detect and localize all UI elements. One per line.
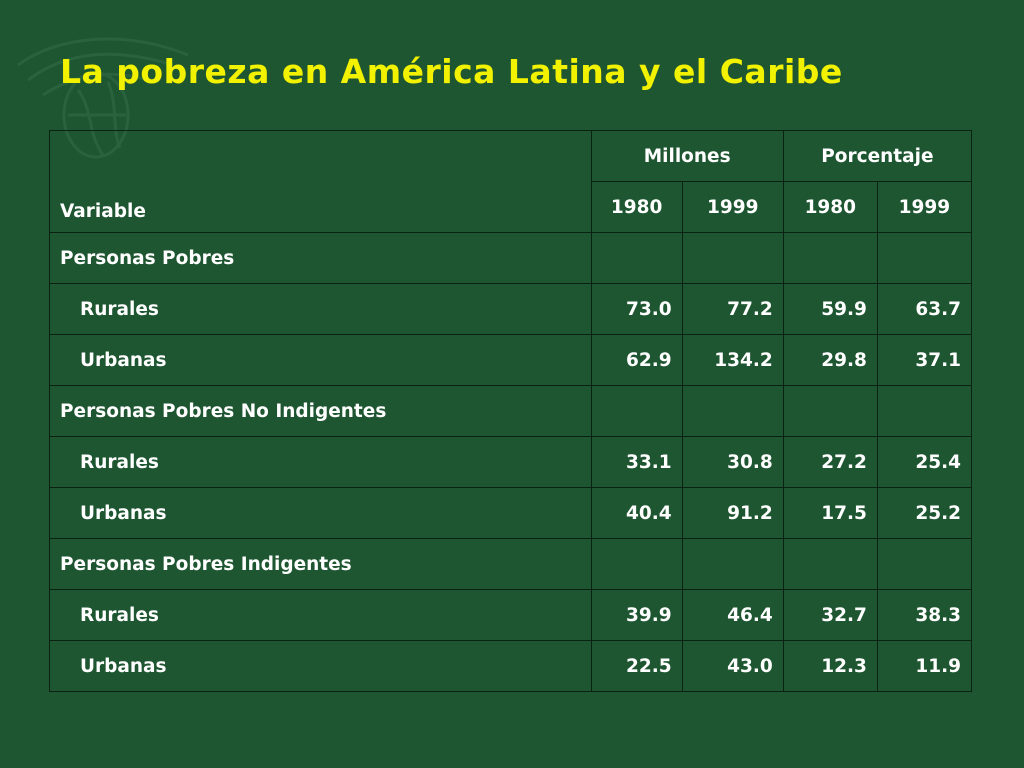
- header-year: 1999: [876, 181, 973, 233]
- table-row: Rurales 73.0 77.2 59.9 63.7: [49, 283, 973, 335]
- value-cell: [590, 232, 683, 284]
- header-row-groups: Variable Millones Porcentaje: [49, 130, 973, 233]
- value-cell: 38.3: [876, 589, 973, 641]
- slide-title: La pobreza en América Latina y el Caribe: [60, 52, 843, 91]
- header-row-years: 1980 1999 1980 1999: [50, 181, 973, 233]
- row-label: Urbanas: [49, 487, 592, 539]
- value-cell: [590, 385, 683, 437]
- value-cell: 39.9: [590, 589, 683, 641]
- value-cell: [876, 232, 973, 284]
- value-cell: 17.5: [782, 487, 878, 539]
- value-cell: 33.1: [590, 436, 683, 488]
- value-cell: 59.9: [782, 283, 878, 335]
- value-cell: 91.2: [681, 487, 784, 539]
- row-label: Personas Pobres Indigentes: [49, 538, 592, 590]
- value-cell: [681, 538, 784, 590]
- header-year: 1980: [782, 181, 878, 233]
- value-cell: 11.9: [876, 640, 973, 692]
- header-year: 1980: [590, 181, 683, 233]
- row-label: Personas Pobres: [49, 232, 592, 284]
- row-label: Rurales: [49, 283, 592, 335]
- value-cell: 27.2: [782, 436, 878, 488]
- value-cell: 25.2: [876, 487, 973, 539]
- value-cell: 62.9: [590, 334, 683, 386]
- value-cell: 30.8: [681, 436, 784, 488]
- value-cell: 40.4: [590, 487, 683, 539]
- table-row: Rurales 33.1 30.8 27.2 25.4: [49, 436, 973, 488]
- header-year: 1999: [681, 181, 784, 233]
- value-cell: 134.2: [681, 334, 784, 386]
- value-cell: [681, 385, 784, 437]
- table-row: Personas Pobres Indigentes: [49, 538, 973, 590]
- value-cell: 63.7: [876, 283, 973, 335]
- table-row: Rurales 39.9 46.4 32.7 38.3: [49, 589, 973, 641]
- value-cell: 37.1: [876, 334, 973, 386]
- value-cell: [681, 232, 784, 284]
- value-cell: 12.3: [782, 640, 878, 692]
- header-group-millones: Millones: [590, 130, 784, 182]
- value-cell: [782, 538, 878, 590]
- value-cell: 43.0: [681, 640, 784, 692]
- value-cell: 22.5: [590, 640, 683, 692]
- row-label: Urbanas: [49, 334, 592, 386]
- header-variable: Variable: [49, 130, 592, 233]
- value-cell: 77.2: [681, 283, 784, 335]
- table-row: Urbanas 22.5 43.0 12.3 11.9: [49, 640, 973, 692]
- value-cell: [590, 538, 683, 590]
- header-group-porcentaje: Porcentaje: [782, 130, 973, 182]
- table-row: Urbanas 62.9 134.2 29.8 37.1: [49, 334, 973, 386]
- row-label: Personas Pobres No Indigentes: [49, 385, 592, 437]
- value-cell: [876, 385, 973, 437]
- poverty-table: Variable Millones Porcentaje 1980 1999 1…: [49, 130, 973, 692]
- table-body: Personas Pobres Rurales 73.0 77.2 59.9 63.7 Ur…: [49, 232, 973, 692]
- row-label: Rurales: [49, 436, 592, 488]
- value-cell: 32.7: [782, 589, 878, 641]
- value-cell: [782, 232, 878, 284]
- table-row: Personas Pobres: [49, 232, 973, 284]
- row-label: Rurales: [49, 589, 592, 641]
- table-row: Urbanas 40.4 91.2 17.5 25.2: [49, 487, 973, 539]
- value-cell: 29.8: [782, 334, 878, 386]
- value-cell: 25.4: [876, 436, 973, 488]
- value-cell: 73.0: [590, 283, 683, 335]
- value-cell: [876, 538, 973, 590]
- value-cell: [782, 385, 878, 437]
- row-label: Urbanas: [49, 640, 592, 692]
- value-cell: 46.4: [681, 589, 784, 641]
- table-row: Personas Pobres No Indigentes: [49, 385, 973, 437]
